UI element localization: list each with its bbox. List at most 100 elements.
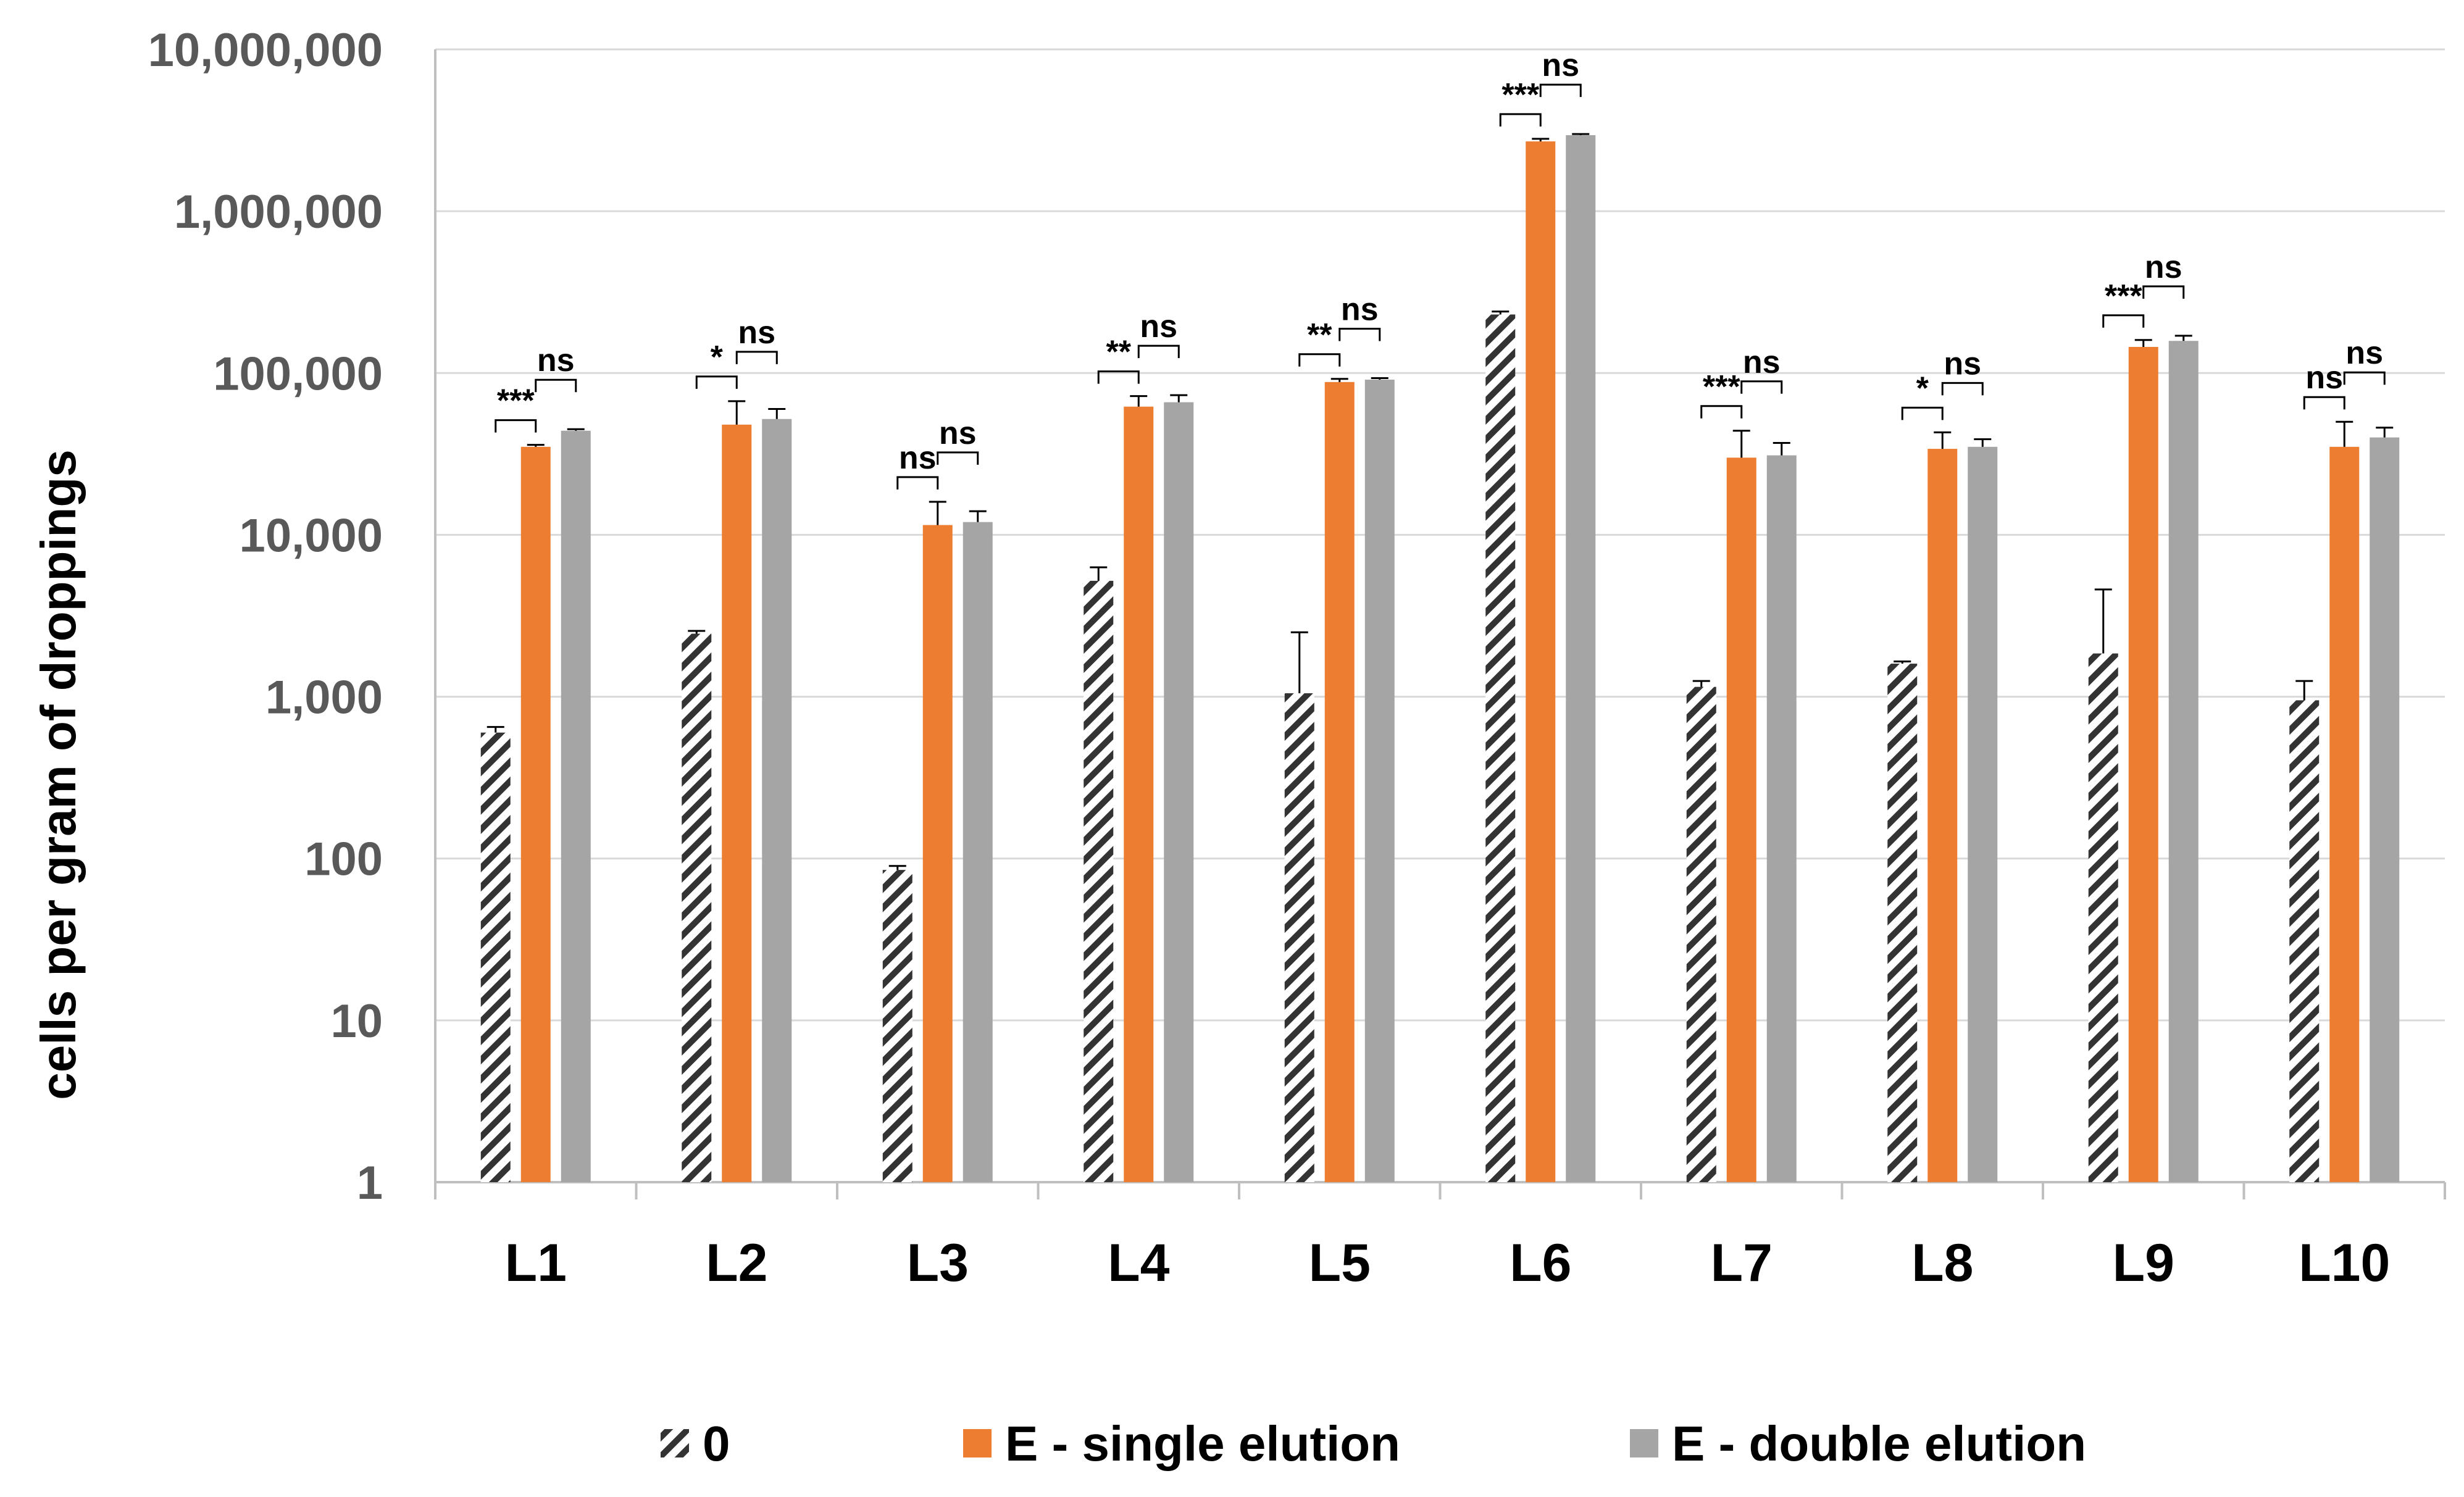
significance-label-L1: ns bbox=[537, 343, 575, 378]
significance-bracket-L9 bbox=[2102, 314, 2145, 328]
significance-label-L7: *** bbox=[1703, 369, 1740, 405]
bar-L6-series-2 bbox=[1566, 135, 1596, 1182]
x-tick-label-L7: L7 bbox=[1711, 1233, 1773, 1293]
y-tick-label: 10 bbox=[330, 995, 383, 1048]
significance-label-L10: ns bbox=[2345, 335, 2383, 371]
y-tick-label: 10,000,000 bbox=[148, 24, 383, 77]
bar-L4-series-2 bbox=[1164, 402, 1194, 1182]
legend: 0 E - single elution E - double elution bbox=[661, 1416, 2086, 1471]
bar-L8-series-2 bbox=[1968, 446, 1998, 1183]
y-tick-label: 100 bbox=[304, 833, 383, 886]
bar-L7-series-1 bbox=[1726, 457, 1756, 1182]
x-tick-label-L2: L2 bbox=[706, 1233, 767, 1293]
significance-bracket-L1 bbox=[495, 419, 537, 433]
legend-label-2: E - double elution bbox=[1672, 1416, 2086, 1471]
significance-bracket-L3 bbox=[896, 476, 939, 490]
bar-L3-series-2 bbox=[963, 522, 993, 1182]
significance-label-L2: * bbox=[711, 340, 724, 375]
significance-bracket-L10 bbox=[2303, 396, 2345, 410]
bar-L8-series-1 bbox=[1927, 449, 1958, 1182]
significance-bracket-L6 bbox=[1539, 83, 1582, 98]
significance-label-L7: ns bbox=[1743, 344, 1781, 380]
significance-bracket-L6 bbox=[1499, 113, 1542, 127]
significance-label-L6: *** bbox=[1501, 77, 1539, 113]
significance-label-L8: ns bbox=[1944, 346, 1981, 382]
bar-L1-series-1 bbox=[520, 446, 551, 1183]
legend-label-0: 0 bbox=[703, 1416, 730, 1471]
legend-label-1: E - single elution bbox=[1005, 1416, 1400, 1471]
bar-L3-series-0 bbox=[882, 870, 913, 1182]
legend-swatch-1 bbox=[963, 1429, 992, 1457]
significance-label-L8: * bbox=[1916, 370, 1929, 406]
significance-label-L5: ns bbox=[1341, 292, 1379, 328]
x-tick-label-L6: L6 bbox=[1510, 1233, 1571, 1293]
x-tick-label-L5: L5 bbox=[1309, 1233, 1371, 1293]
significance-bracket-L2 bbox=[695, 375, 738, 389]
y-tick-label: 1,000 bbox=[265, 672, 383, 724]
significance-bracket-L1 bbox=[535, 378, 577, 393]
legend-swatch-0 bbox=[661, 1429, 689, 1457]
y-tick-label: 1 bbox=[357, 1157, 383, 1209]
significance-bracket-L3 bbox=[937, 451, 979, 465]
bar-L5-series-1 bbox=[1324, 382, 1355, 1183]
bar-L9-series-0 bbox=[2088, 653, 2118, 1182]
legend-swatch-2 bbox=[1630, 1429, 1658, 1457]
bars bbox=[480, 133, 2400, 1183]
significance-bracket-L8 bbox=[1901, 406, 1944, 420]
bar-L3-series-1 bbox=[922, 525, 953, 1182]
significance-bracket-L5 bbox=[1338, 328, 1381, 341]
significance-label-L3: ns bbox=[899, 440, 937, 476]
x-tick-label-L1: L1 bbox=[505, 1233, 567, 1293]
bar-L4-series-1 bbox=[1124, 406, 1154, 1182]
x-tick-label-L9: L9 bbox=[2113, 1233, 2174, 1293]
significance-label-L2: ns bbox=[738, 315, 775, 351]
significance-bracket-L7 bbox=[1700, 405, 1743, 419]
bar-L5-series-0 bbox=[1284, 693, 1314, 1182]
bar-L8-series-0 bbox=[1887, 664, 1918, 1182]
bar-L7-series-2 bbox=[1766, 455, 1797, 1183]
bar-L2-series-2 bbox=[762, 419, 792, 1182]
significance-bracket-L4 bbox=[1137, 344, 1180, 359]
significance-label-L3: ns bbox=[939, 415, 977, 451]
significance-label-L9: *** bbox=[2105, 278, 2142, 314]
x-tick-label-L3: L3 bbox=[907, 1233, 969, 1293]
bar-L1-series-0 bbox=[480, 732, 511, 1182]
bar-L2-series-1 bbox=[722, 424, 752, 1182]
significance-bracket-L7 bbox=[1740, 380, 1783, 394]
axes: 1 10 100 1,000 10,000 100,000 1,000,000 10,000,… bbox=[148, 24, 2446, 1293]
bar-L6-series-1 bbox=[1526, 141, 1556, 1182]
y-tick-label: 10,000 bbox=[240, 509, 383, 562]
y-tick-label: 1,000,000 bbox=[174, 186, 383, 238]
x-tick-label-L10: L10 bbox=[2299, 1233, 2390, 1293]
x-tick-label-L4: L4 bbox=[1108, 1233, 1170, 1293]
significance-label-L5: ** bbox=[1307, 317, 1332, 353]
bar-L5-series-2 bbox=[1364, 380, 1395, 1182]
significance-bracket-L2 bbox=[735, 351, 778, 364]
significance-label-L1: *** bbox=[497, 383, 535, 419]
bar-L6-series-0 bbox=[1485, 314, 1516, 1183]
bar-L9-series-1 bbox=[2128, 346, 2158, 1182]
bar-L1-series-2 bbox=[561, 430, 591, 1182]
x-tick-label-L8: L8 bbox=[1911, 1233, 1973, 1293]
significance-label-L4: ** bbox=[1106, 335, 1132, 370]
significance-label-L10: ns bbox=[2305, 360, 2343, 396]
significance-bracket-L5 bbox=[1298, 353, 1341, 367]
bar-L9-series-2 bbox=[2168, 341, 2199, 1182]
y-axis-label: cells per gram of droppings bbox=[31, 449, 86, 1100]
bar-L7-series-0 bbox=[1686, 686, 1716, 1182]
significance-bracket-L4 bbox=[1097, 370, 1140, 384]
significance-bracket-L8 bbox=[1941, 382, 1984, 396]
y-tick-label: 100,000 bbox=[213, 348, 383, 400]
bar-L10-series-2 bbox=[2370, 437, 2400, 1183]
bar-L2-series-0 bbox=[682, 633, 712, 1182]
significance-label-L6: ns bbox=[1542, 48, 1579, 83]
bar-L4-series-0 bbox=[1084, 580, 1114, 1182]
significance-bracket-L9 bbox=[2142, 285, 2185, 299]
bar-L10-series-0 bbox=[2289, 700, 2320, 1182]
bar-L10-series-1 bbox=[2329, 446, 2360, 1183]
significance-bracket-L10 bbox=[2343, 371, 2386, 385]
significance-label-L4: ns bbox=[1140, 309, 1177, 344]
